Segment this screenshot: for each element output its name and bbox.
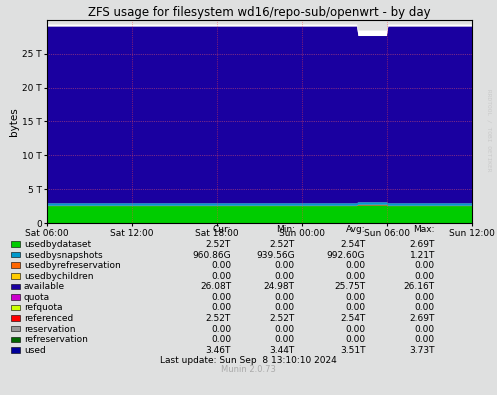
Text: 0.00: 0.00 <box>415 272 435 281</box>
Text: 0.00: 0.00 <box>415 261 435 270</box>
Text: 0.00: 0.00 <box>345 303 365 312</box>
Text: 0.00: 0.00 <box>415 293 435 302</box>
Text: Cur:: Cur: <box>213 225 231 234</box>
Text: 0.00: 0.00 <box>275 325 295 334</box>
Text: 992.60G: 992.60G <box>327 250 365 260</box>
Text: refquota: refquota <box>24 303 62 312</box>
Y-axis label: bytes: bytes <box>9 107 19 136</box>
Text: 0.00: 0.00 <box>275 261 295 270</box>
Text: reservation: reservation <box>24 325 76 334</box>
Text: 2.69T: 2.69T <box>410 240 435 249</box>
Text: available: available <box>24 282 65 291</box>
Text: 2.52T: 2.52T <box>206 314 231 323</box>
Text: 0.00: 0.00 <box>345 261 365 270</box>
Text: usedbyrefreservation: usedbyrefreservation <box>24 261 121 270</box>
Text: 2.54T: 2.54T <box>340 314 365 323</box>
Text: 2.54T: 2.54T <box>340 240 365 249</box>
Text: 0.00: 0.00 <box>415 325 435 334</box>
Text: Max:: Max: <box>414 225 435 234</box>
Text: referenced: referenced <box>24 314 73 323</box>
Text: 939.56G: 939.56G <box>256 250 295 260</box>
Text: Avg:: Avg: <box>346 225 365 234</box>
Text: quota: quota <box>24 293 50 302</box>
Text: 0.00: 0.00 <box>415 335 435 344</box>
Text: 1.21T: 1.21T <box>410 250 435 260</box>
Text: used: used <box>24 346 46 355</box>
Text: 0.00: 0.00 <box>211 293 231 302</box>
Text: 3.44T: 3.44T <box>269 346 295 355</box>
Text: 0.00: 0.00 <box>211 325 231 334</box>
Text: 3.51T: 3.51T <box>340 346 365 355</box>
Text: 2.52T: 2.52T <box>206 240 231 249</box>
Text: 0.00: 0.00 <box>275 335 295 344</box>
Text: 2.52T: 2.52T <box>269 240 295 249</box>
Text: 960.86G: 960.86G <box>192 250 231 260</box>
Text: Munin 2.0.73: Munin 2.0.73 <box>221 365 276 374</box>
Text: 0.00: 0.00 <box>211 335 231 344</box>
Text: 0.00: 0.00 <box>211 261 231 270</box>
Text: 0.00: 0.00 <box>415 303 435 312</box>
Text: usedbydataset: usedbydataset <box>24 240 91 249</box>
Text: RRDTOOL / TOBI OETIKER: RRDTOOL / TOBI OETIKER <box>486 89 491 171</box>
Text: usedbychildren: usedbychildren <box>24 272 93 281</box>
Text: 3.73T: 3.73T <box>410 346 435 355</box>
Text: 0.00: 0.00 <box>345 272 365 281</box>
Text: Last update: Sun Sep  8 13:10:10 2024: Last update: Sun Sep 8 13:10:10 2024 <box>160 356 337 365</box>
Text: 3.46T: 3.46T <box>206 346 231 355</box>
Text: refreservation: refreservation <box>24 335 88 344</box>
Text: 0.00: 0.00 <box>345 325 365 334</box>
Text: 24.98T: 24.98T <box>264 282 295 291</box>
Text: 0.00: 0.00 <box>275 293 295 302</box>
Text: 2.52T: 2.52T <box>269 314 295 323</box>
Text: 2.69T: 2.69T <box>410 314 435 323</box>
Title: ZFS usage for filesystem wd16/repo-sub/openwrt - by day: ZFS usage for filesystem wd16/repo-sub/o… <box>88 6 431 19</box>
Text: 0.00: 0.00 <box>275 272 295 281</box>
Text: 0.00: 0.00 <box>275 303 295 312</box>
Text: Min:: Min: <box>276 225 295 234</box>
Text: 0.00: 0.00 <box>345 335 365 344</box>
Text: 0.00: 0.00 <box>345 293 365 302</box>
Text: 26.08T: 26.08T <box>200 282 231 291</box>
Text: usedbysnapshots: usedbysnapshots <box>24 250 102 260</box>
Text: 25.75T: 25.75T <box>334 282 365 291</box>
Text: 0.00: 0.00 <box>211 272 231 281</box>
Text: 26.16T: 26.16T <box>404 282 435 291</box>
Text: 0.00: 0.00 <box>211 303 231 312</box>
